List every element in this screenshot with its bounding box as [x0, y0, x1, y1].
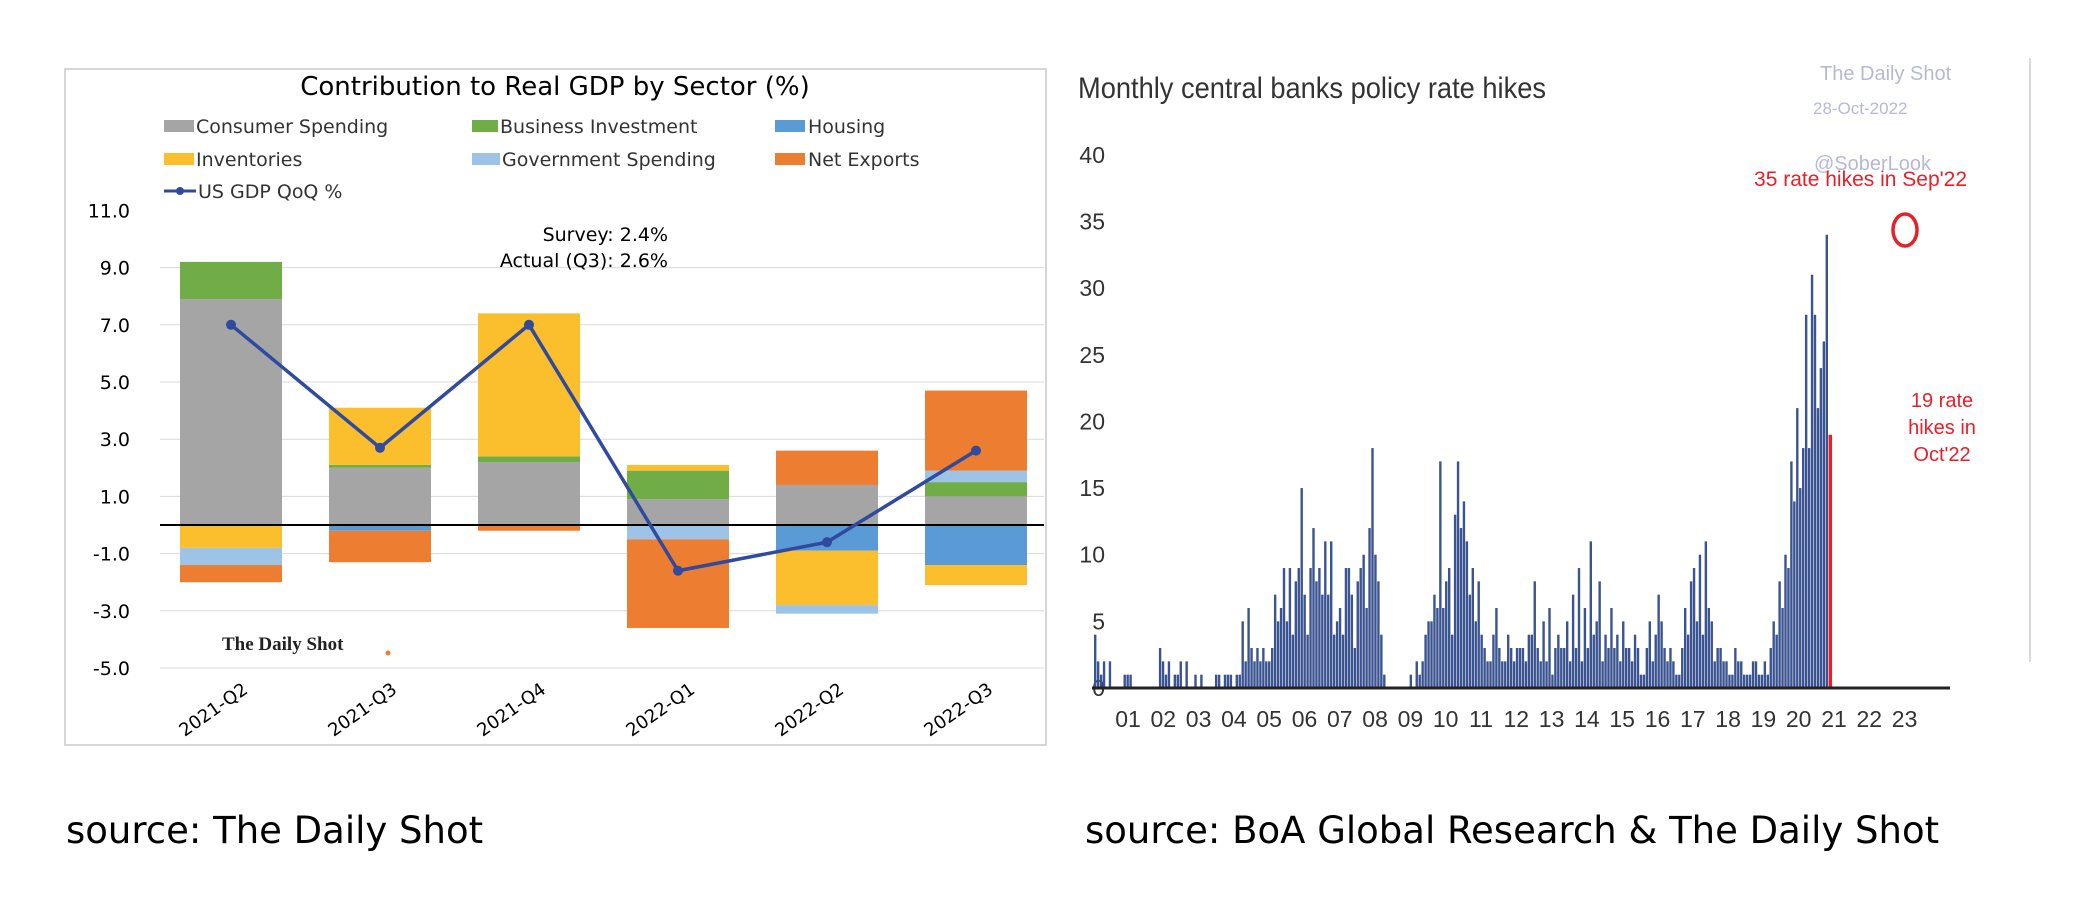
gdp-chart-title: Contribution to Real GDP by Sector (%) — [300, 72, 810, 102]
gdp-y-axis: 11.0 9.0 7.0 5.0 3.0 1.0 -1.0 -3.0 -5.0 — [88, 200, 130, 680]
legend-label-housing: Housing — [808, 116, 885, 138]
gdp-qoq-point — [524, 319, 534, 330]
legend-label-inventories: Inventories — [196, 149, 302, 171]
caption-right: source: BoA Global Research & The Daily … — [1085, 809, 1940, 852]
legend-swatch-business — [472, 120, 498, 132]
legend-swatch-net-exports — [775, 153, 805, 165]
gdp-bar-business — [329, 464, 431, 468]
gdp-bar-government — [627, 525, 729, 540]
gdp-qoq-point — [822, 537, 832, 548]
gdp-bar-net_exports — [329, 530, 431, 563]
gdp-bar-net_exports — [925, 390, 1027, 471]
gdp-y-tick-label: 9.0 — [100, 258, 130, 280]
gdp-qoq-point — [673, 565, 683, 576]
gdp-y-tick-label: 3.0 — [100, 429, 130, 451]
gdp-y-tick-label: 1.0 — [100, 486, 130, 508]
gdp-y-tick-label: -5.0 — [93, 658, 130, 680]
gdp-line-series — [226, 319, 981, 576]
gdp-y-tick-label: -1.0 — [93, 544, 130, 566]
gdp-bar-government — [776, 605, 878, 614]
gdp-qoq-line — [229, 322, 977, 573]
actual-annotation: Actual (Q3): 2.6% — [500, 250, 668, 272]
gdp-gridlines — [160, 267, 1044, 669]
gdp-bar-business — [925, 482, 1027, 497]
legend-swatch-housing — [775, 120, 805, 132]
gdp-bar-consumer — [776, 484, 878, 525]
gdp-bar-inventories — [180, 525, 282, 548]
legend-label-net-exports: Net Exports — [808, 149, 920, 171]
legend-label-government: Government Spending — [502, 149, 716, 171]
daily-shot-logo-dot — [385, 650, 391, 656]
gdp-bar-net_exports — [776, 450, 878, 485]
legend-label-consumer: Consumer Spending — [196, 116, 388, 138]
gdp-qoq-point — [226, 319, 236, 330]
gdp-bar-consumer — [925, 496, 1027, 525]
gdp-bar-business — [180, 261, 282, 300]
gdp-bar-housing — [329, 525, 431, 531]
gdp-bar-inventories — [776, 550, 878, 606]
legend-marker-gdp — [176, 187, 184, 195]
legend-label-business: Business Investment — [500, 116, 697, 138]
gdp-y-tick-label: 7.0 — [100, 315, 130, 337]
gdp-legend: Consumer Spending Business Investment Ho… — [164, 116, 920, 203]
gdp-bar-consumer — [180, 299, 282, 525]
gdp-bar-business — [478, 456, 580, 463]
gdp-bar-inventories — [329, 407, 431, 465]
gdp-bar-net_exports — [478, 525, 580, 531]
gdp-bar-housing — [925, 525, 1027, 566]
gdp-bar-net_exports — [180, 565, 282, 583]
caption-left: source: The Daily Shot — [66, 809, 484, 852]
gdp-bar-government — [180, 547, 282, 566]
gdp-bar-net_exports — [627, 539, 729, 628]
gdp-y-tick-label: -3.0 — [93, 601, 130, 623]
legend-swatch-inventories — [164, 153, 194, 165]
gdp-bar-government — [925, 470, 1027, 483]
legend-swatch-government — [472, 153, 500, 165]
gdp-bar-inventories — [627, 464, 729, 471]
gdp-bar-inventories — [478, 313, 580, 457]
gdp-y-tick-label: 11.0 — [88, 200, 130, 222]
gdp-y-tick-label: 5.0 — [100, 372, 130, 394]
gdp-bar-consumer — [478, 462, 580, 525]
legend-swatch-consumer — [164, 120, 194, 132]
survey-annotation: Survey: 2.4% — [543, 224, 668, 246]
daily-shot-logo: The Daily Shot — [222, 634, 344, 655]
gdp-qoq-point — [375, 442, 385, 453]
legend-label-gdp-line: US GDP QoQ % — [198, 181, 343, 203]
gdp-bar-consumer — [329, 467, 431, 525]
gdp-qoq-point — [971, 445, 981, 456]
gdp-bar-inventories — [925, 565, 1027, 586]
gdp-bar-business — [627, 470, 729, 500]
